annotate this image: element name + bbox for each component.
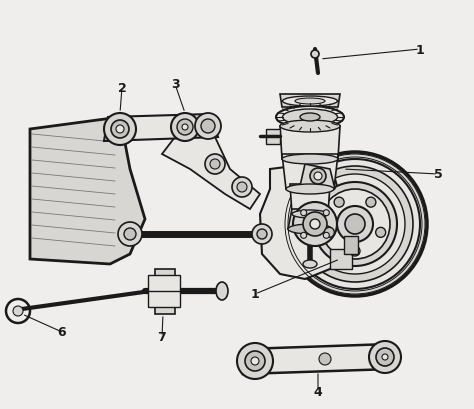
Circle shape	[369, 341, 401, 373]
Circle shape	[124, 229, 136, 240]
Circle shape	[205, 155, 225, 175]
Polygon shape	[290, 184, 330, 214]
Circle shape	[245, 351, 265, 371]
Circle shape	[237, 343, 273, 379]
Ellipse shape	[282, 155, 338, 164]
Ellipse shape	[288, 225, 332, 234]
Circle shape	[297, 166, 413, 282]
Circle shape	[293, 202, 337, 246]
Polygon shape	[155, 270, 175, 314]
Circle shape	[195, 114, 221, 139]
Text: 5: 5	[434, 168, 442, 181]
Text: 3: 3	[171, 78, 179, 91]
Polygon shape	[344, 236, 358, 254]
Circle shape	[311, 51, 319, 59]
Circle shape	[320, 189, 390, 259]
Ellipse shape	[292, 211, 328, 218]
Ellipse shape	[286, 184, 334, 195]
Circle shape	[251, 357, 259, 365]
Circle shape	[301, 210, 307, 216]
Circle shape	[376, 348, 394, 366]
Polygon shape	[148, 275, 180, 307]
Text: 1: 1	[251, 288, 259, 301]
Text: 7: 7	[158, 331, 166, 344]
Circle shape	[290, 160, 420, 289]
Polygon shape	[260, 164, 345, 279]
Circle shape	[283, 153, 427, 296]
Polygon shape	[243, 344, 392, 374]
Circle shape	[337, 207, 373, 243]
Polygon shape	[104, 115, 218, 142]
Circle shape	[345, 214, 365, 234]
Circle shape	[305, 175, 405, 274]
Polygon shape	[162, 138, 260, 209]
Circle shape	[334, 198, 344, 208]
Circle shape	[232, 178, 252, 198]
Polygon shape	[30, 118, 145, 264]
Circle shape	[323, 210, 329, 216]
Circle shape	[310, 169, 326, 184]
Polygon shape	[300, 164, 335, 189]
Text: 2: 2	[118, 81, 127, 94]
Circle shape	[303, 213, 327, 236]
Ellipse shape	[283, 97, 337, 107]
Circle shape	[237, 182, 247, 193]
Circle shape	[257, 229, 267, 239]
Circle shape	[323, 233, 329, 239]
Polygon shape	[330, 249, 352, 270]
Circle shape	[104, 114, 136, 146]
Text: 6: 6	[58, 326, 66, 339]
Circle shape	[116, 126, 124, 134]
Ellipse shape	[283, 110, 337, 126]
Ellipse shape	[216, 282, 228, 300]
Circle shape	[382, 354, 388, 360]
Ellipse shape	[300, 114, 320, 122]
Circle shape	[210, 160, 220, 170]
Polygon shape	[288, 209, 332, 229]
Circle shape	[324, 228, 334, 238]
Circle shape	[182, 125, 188, 131]
Polygon shape	[280, 95, 340, 108]
Ellipse shape	[280, 121, 340, 133]
Circle shape	[314, 173, 322, 180]
Circle shape	[252, 225, 272, 245]
Text: 1: 1	[416, 43, 424, 56]
Circle shape	[177, 120, 193, 136]
Polygon shape	[266, 130, 280, 145]
Circle shape	[171, 114, 199, 142]
Circle shape	[118, 222, 142, 246]
Circle shape	[301, 233, 307, 239]
Circle shape	[366, 198, 376, 208]
Ellipse shape	[276, 107, 344, 129]
Circle shape	[201, 120, 215, 134]
Ellipse shape	[295, 99, 325, 105]
Polygon shape	[280, 127, 340, 160]
Ellipse shape	[303, 261, 317, 268]
Text: 4: 4	[314, 386, 322, 398]
Circle shape	[350, 246, 360, 256]
Polygon shape	[282, 155, 338, 189]
Circle shape	[310, 220, 320, 229]
Circle shape	[319, 353, 331, 365]
Circle shape	[376, 228, 386, 238]
Circle shape	[313, 182, 397, 266]
Circle shape	[111, 121, 129, 139]
Circle shape	[13, 306, 23, 316]
